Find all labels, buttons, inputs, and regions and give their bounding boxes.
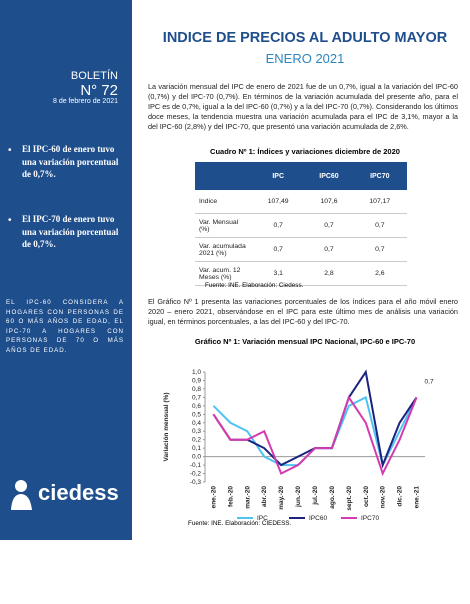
x-tick-label: feb.-20: [227, 486, 234, 507]
y-tick-label: 0,0: [192, 454, 201, 461]
column-header: IPC: [251, 162, 306, 190]
bulletin-label: BOLETÍN: [70, 70, 118, 82]
y-tick-label: -0,2: [190, 471, 202, 478]
bulletin-number: N° 72: [80, 82, 118, 99]
x-tick-label: abr.-20: [261, 486, 268, 507]
column-header: IPC60: [305, 162, 353, 190]
y-axis-label: Variación mensual (%): [163, 393, 170, 462]
paragraph: El Gráfico Nº 1 presenta las variaciones…: [148, 297, 458, 326]
bullet: El IPC-60 de enero tuvo una variación po…: [22, 144, 119, 179]
note: EL IPC-60 CONSIDERA A HOGARES CON PERSON…: [6, 299, 124, 354]
line: [212, 369, 418, 469]
y-tick-label: -0,3: [190, 479, 202, 486]
table-source: Fuente: INE. Elaboración: Ciedess.: [205, 282, 304, 289]
logo-icon: [11, 480, 32, 510]
sidebar: BOLETÍN N° 72 8 de febrero de 2021 • El …: [0, 0, 132, 540]
legend-label: IPC: [257, 515, 268, 522]
y-tick-label: 1,0: [192, 369, 201, 376]
table-cell: 107,6: [305, 190, 353, 214]
table-cell: 0,7: [352, 237, 407, 262]
table-row: Var. acum. 12 Meses (%) 3,1 2,8 2,6: [195, 261, 407, 286]
chart-source: Fuente: INE. Elaboración: CIEDESS.: [188, 520, 292, 527]
x-tick-label: nov.-20: [380, 486, 387, 509]
table-cell: 107,17: [352, 190, 407, 214]
table-corner: [195, 162, 251, 190]
y-tick-label: 0,6: [192, 403, 201, 410]
x-tick-label: mar.-20: [244, 486, 251, 509]
bullet: El IPC-70 de enero tuvo una variación po…: [22, 214, 119, 249]
table-cell: 0,7: [352, 213, 407, 238]
table-cell: 0,7: [251, 237, 306, 262]
y-tick-label: 0,2: [192, 437, 201, 444]
x-tick-label: ago.-20: [329, 486, 336, 509]
table-cell: 0,7: [251, 213, 306, 238]
x-tick-label: jun.-20: [295, 486, 302, 508]
chart: Variación mensual (%)1,00,90,80,70,60,50…: [163, 369, 434, 522]
x-tick-label: ene.-20: [210, 486, 217, 509]
x-tick-label: dic.-20: [397, 486, 404, 507]
y-tick-label: -0,1: [190, 462, 202, 469]
chart-title: Gráfico Nº 1: Variación mensual IPC Naci…: [194, 337, 416, 346]
subtitle: ENERO 2021: [265, 51, 345, 66]
y-tick-label: 0,7: [192, 394, 201, 401]
legend-label: IPC60: [309, 515, 327, 522]
row-label: Var. acumulada 2021 (%): [195, 237, 251, 262]
table-caption: Cuadro Nº 1: Índices y variaciones dicie…: [210, 147, 400, 156]
x-tick-label: oct.-20: [363, 486, 370, 507]
legend-label: IPC70: [361, 515, 379, 522]
table-row: Var. Mensual (%) 0,7 0,7 0,7: [195, 213, 407, 238]
y-tick-label: 0,8: [192, 386, 201, 393]
row-label: Indice: [195, 190, 251, 214]
line: [212, 395, 418, 477]
row-label: Var. Mensual (%): [195, 213, 251, 238]
table-header-row: IPC IPC60 IPC70: [195, 162, 407, 190]
logo: ciedess: [38, 480, 119, 505]
table-cell: 3,1: [251, 261, 306, 286]
y-tick-label: 0,3: [192, 428, 201, 435]
y-tick-label: 0,1: [192, 445, 201, 452]
paragraph: La variación mensual del IPC de enero de…: [148, 82, 458, 131]
table-row: Var. acumulada 2021 (%) 0,7 0,7 0,7: [195, 237, 407, 262]
bulletin-date: 8 de febrero de 2021: [53, 98, 118, 105]
x-tick-label: ene.-21: [414, 486, 421, 509]
title: INDICE DE PRECIOS AL ADULTO MAYOR: [162, 30, 448, 46]
table-cell: 2,8: [305, 261, 353, 286]
y-tick-label: 0,5: [192, 411, 201, 418]
table: IPC IPC60 IPC70 Indice 107,49 107,6 107,17 Var.…: [195, 162, 407, 286]
table-cell: 0,7: [305, 237, 353, 262]
column-header: IPC70: [352, 162, 407, 190]
table-row: Indice 107,49 107,6 107,17: [195, 190, 407, 214]
row-label: Var. acum. 12 Meses (%): [195, 261, 251, 286]
y-tick-label: 0,9: [192, 377, 201, 384]
x-tick-label: jul.-20: [312, 486, 319, 506]
table-cell: 0,7: [305, 213, 353, 238]
y-tick-label: 0,4: [192, 420, 201, 427]
x-tick-label: may.-20: [278, 486, 285, 510]
data-label: 0,7: [425, 378, 434, 385]
table-cell: 2,6: [352, 261, 407, 286]
table-cell: 107,49: [251, 190, 306, 214]
x-tick-label: sept.-20: [346, 486, 353, 511]
